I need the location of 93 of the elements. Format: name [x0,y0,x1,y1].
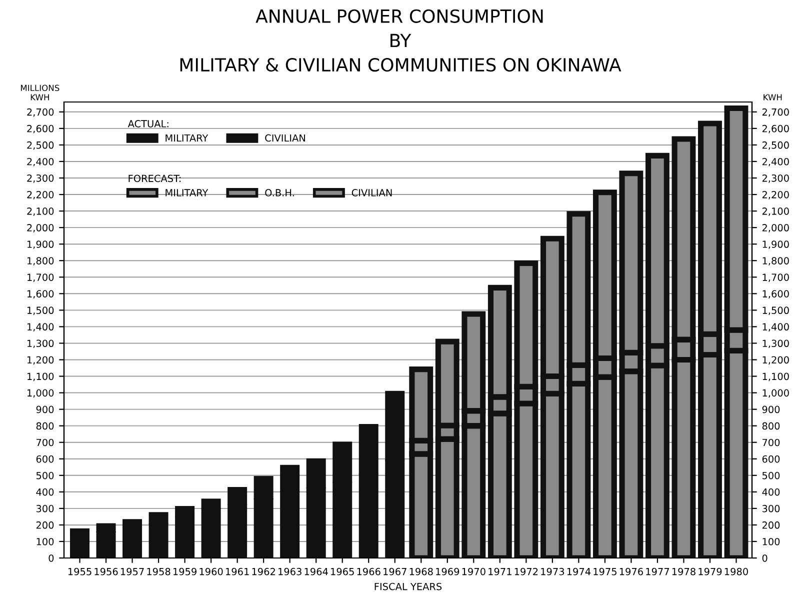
y-tick-label: 2,300 [27,174,54,183]
x-tick-label: 1966 [357,568,380,576]
y-tick-label: 800 [36,422,54,430]
y2-tick-label: 1,600 [762,290,789,298]
y2-tick-label: 1,100 [762,372,789,382]
y-tick-label: 2,400 [27,158,54,166]
y-tick-label: 700 [36,438,54,446]
y-tick-label: 1,000 [28,389,54,398]
x-tick-label: 1964 [304,568,328,576]
y-tick-label: 500 [36,472,54,480]
y2-tick-label: 1,500 [762,306,789,315]
y2-tick-label: 500 [762,472,780,480]
x-tick-label: 1969 [436,568,460,576]
y-tick-label: 1,200 [28,356,54,365]
y-tick-label: 1,800 [28,257,54,266]
x-tick-label: 1959 [173,568,196,576]
x-tick-label: 1971 [488,568,512,576]
y2-tick-label: 1,200 [762,356,789,365]
legend-label: CIVILIAN [265,134,305,142]
y2-tick-label: 0 [762,554,768,562]
text: CIVILIAN [352,189,392,196]
x-tick-label: 1960 [200,568,223,576]
x-tick-label: 1970 [462,568,486,576]
y-tick-label: 1,100 [28,372,54,382]
y2-tick-label: 2,600 [762,124,789,134]
y-tick-label: 2,100 [27,208,54,216]
legend-label: MILITARY [166,189,208,196]
y2-tick-label: 100 [762,538,780,546]
x-tick-label: 1955 [68,568,92,576]
y-tick-label: 1,400 [28,323,54,332]
y-tick-label: 1,900 [28,240,54,249]
y2-tick-label: 1,700 [762,274,789,282]
y2-axis-title: KWH [764,94,782,100]
y-tick-label: 0 [48,554,54,562]
y-tick-label: 1,600 [28,290,54,298]
x-tick-label: 1963 [278,568,302,576]
y2-tick-label: 2,100 [762,208,789,216]
y2-tick-label: 2,700 [762,108,789,117]
y2-tick-label: 300 [762,504,780,512]
legend-label: O.B.H. [265,189,294,196]
y-tick-label: 300 [36,504,54,512]
annotation: FORECAST: [128,174,181,182]
y-tick-label: 2,600 [27,124,54,134]
y-tick-label: 900 [36,406,54,414]
x-tick-label: 1979 [698,568,722,576]
y2-tick-label: 900 [762,406,780,414]
y2-tick-label: 1,400 [762,323,789,332]
x-tick-label: 1977 [646,568,670,576]
y-tick-label: 600 [36,455,54,463]
x-tick-label: 1967 [384,568,406,576]
x-axis-title: FISCAL YEARS [374,582,442,590]
y-tick-label: 2,500 [27,141,54,150]
y2-tick-label: 2,400 [762,158,789,166]
y2-tick-label: 2,000 [762,224,789,232]
y2-tick-label: 1,800 [762,257,789,266]
x-tick-label: 1956 [94,568,118,576]
y-tick-label: 2,200 [27,191,54,200]
y-axis-title: MILLIONS KWH [21,84,60,100]
y-tick-label: 200 [36,521,54,529]
y-tick-label: 1,700 [28,274,54,282]
y2-tick-label: 1,300 [762,340,789,348]
y2-tick-label: 200 [762,521,780,529]
x-tick-label: 1957 [120,568,144,576]
x-tick-label: 1965 [331,568,354,576]
annotation: ACTUAL: [128,120,168,128]
y2-tick-label: 2,300 [762,174,789,183]
y2-tick-label: 600 [762,455,780,463]
y-tick-label: 100 [36,538,54,546]
y2-tick-label: 400 [762,488,780,496]
x-tick-label: 1972 [514,568,538,576]
y-tick-label: 400 [36,488,54,496]
x-tick-label: 1958 [147,568,170,576]
x-tick-label: 1978 [672,568,696,576]
x-tick-label: 1975 [594,568,616,576]
x-tick-label: 1974 [567,568,591,576]
x-tick-label: 1976 [620,568,643,576]
y2-tick-label: 1,000 [762,389,789,398]
y-tick-label: 1,500 [28,306,54,315]
text: MILITARY [166,134,208,142]
y2-tick-label: 700 [762,438,780,446]
x-tick-label: 1962 [252,568,275,576]
y-tick-label: 1,300 [28,340,54,348]
y-tick-label: 2,700 [27,108,54,117]
y2-tick-label: 2,200 [762,191,789,200]
x-tick-label: 1980 [724,568,748,576]
y2-tick-label: 2,500 [762,141,789,150]
y2-tick-label: 800 [762,422,780,430]
y-tick-label: 2,000 [27,224,54,232]
chart-title: ANNUAL POWER CONSUMPTION BY MILITARY & CIVILIAN COMMUNITIES ON OKINAWA [180,9,622,72]
y2-tick-label: 1,900 [762,240,789,249]
x-tick-label: 1961 [226,568,249,576]
x-tick-label: 1968 [410,568,433,576]
x-tick-label: 1973 [541,568,564,576]
